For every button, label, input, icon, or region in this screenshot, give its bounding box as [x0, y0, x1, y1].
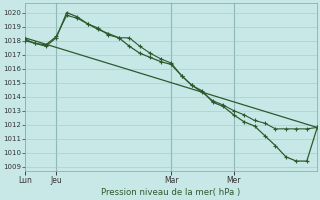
X-axis label: Pression niveau de la mer( hPa ): Pression niveau de la mer( hPa ): [101, 188, 241, 197]
